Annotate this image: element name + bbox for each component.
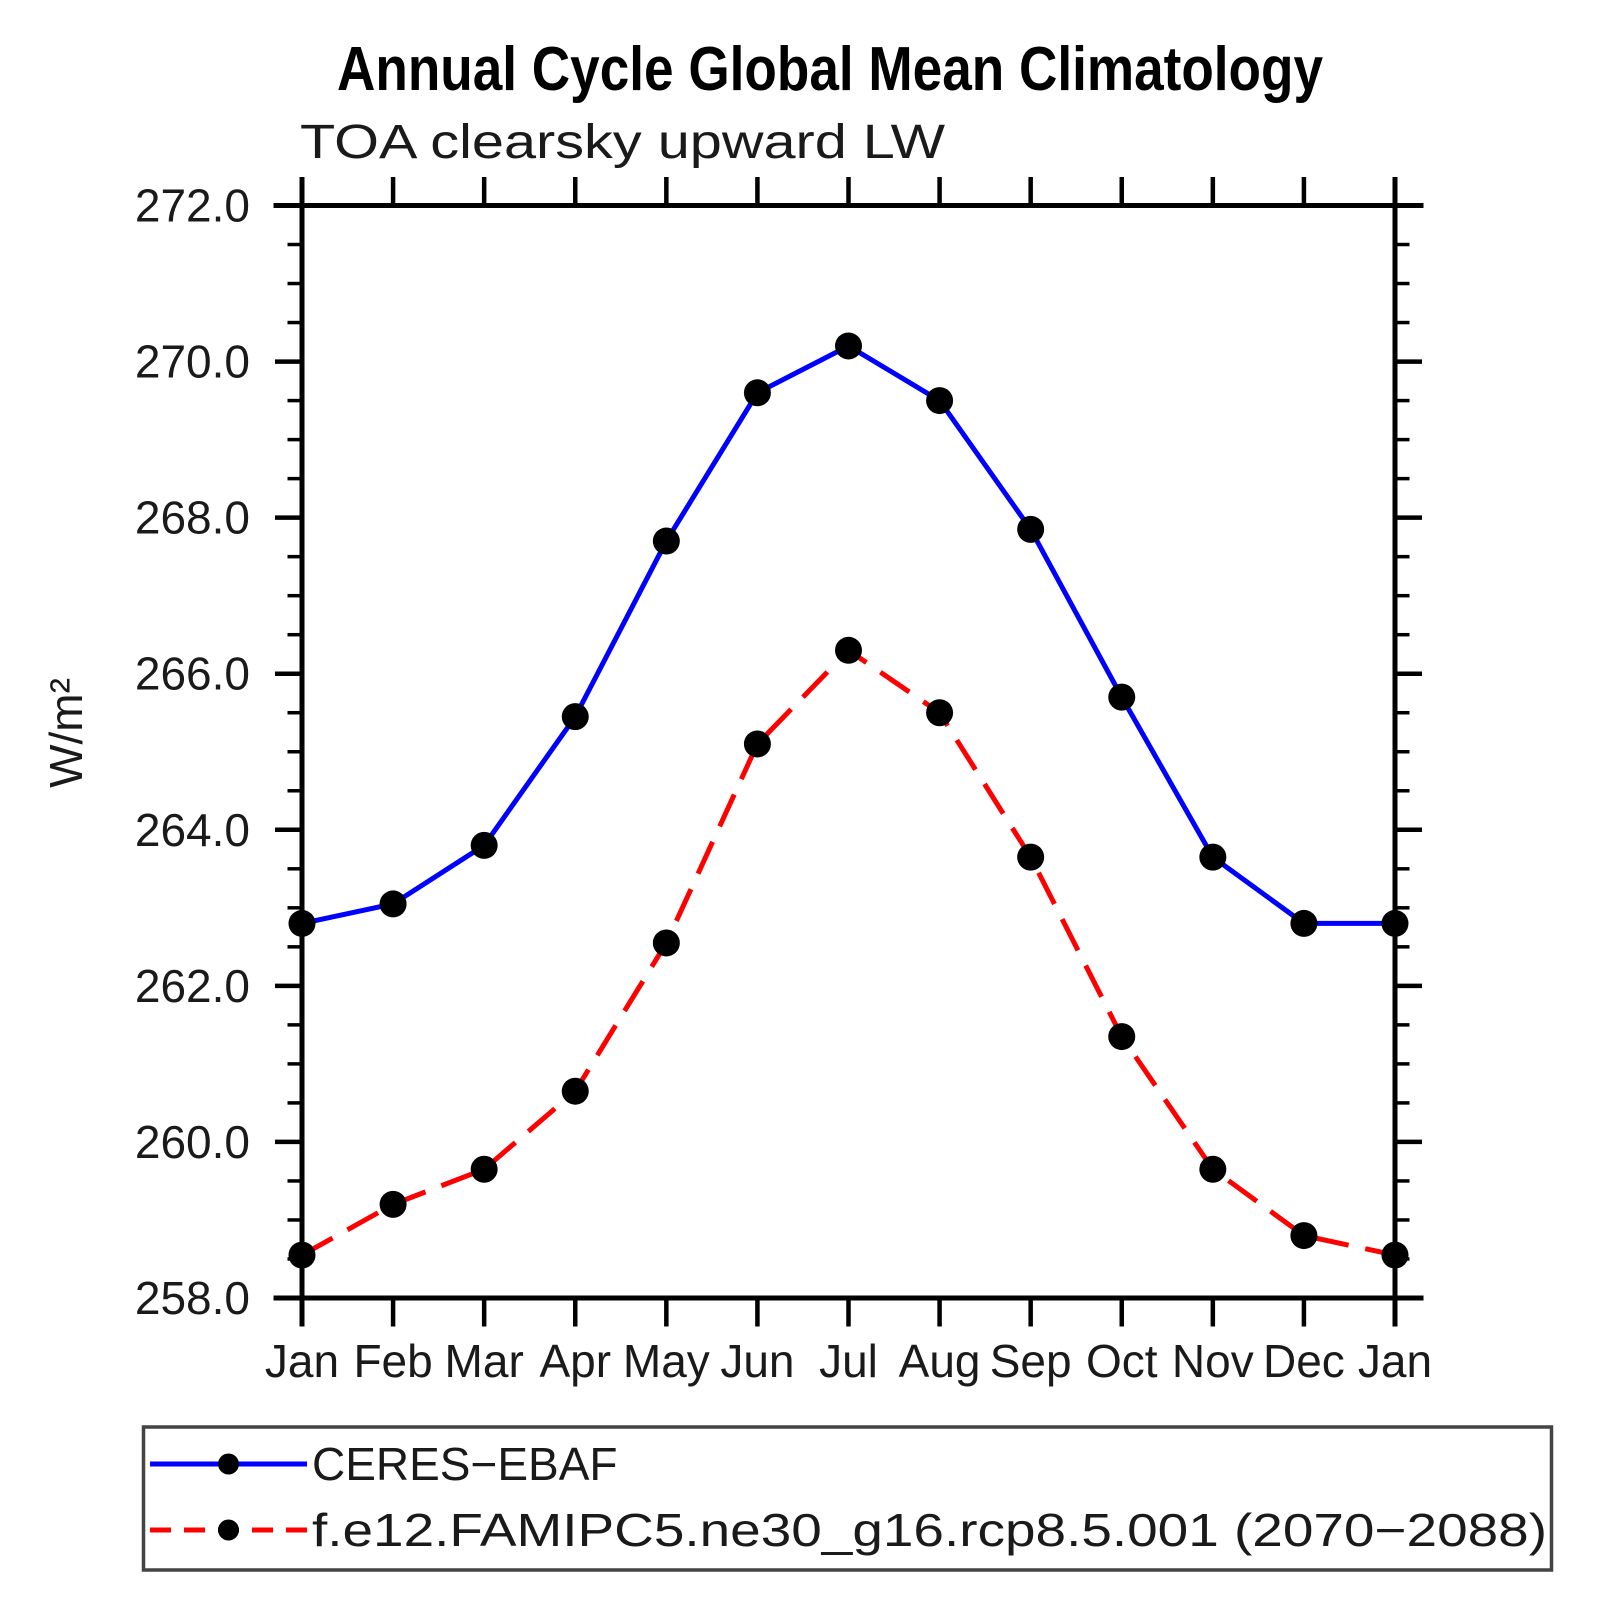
x-tick-label: Mar: [445, 1335, 524, 1387]
data-point-marker: [1108, 1023, 1136, 1051]
data-point-marker: [743, 730, 771, 758]
x-tick-label: Nov: [1172, 1335, 1254, 1387]
x-tick-label: Sep: [990, 1335, 1072, 1387]
y-tick-label: 272.0: [135, 180, 250, 232]
data-point-marker: [379, 890, 407, 918]
data-point-marker: [1381, 909, 1409, 937]
x-tick-label: Feb: [353, 1335, 432, 1387]
data-point-marker: [743, 379, 771, 407]
data-point-marker: [1108, 683, 1136, 711]
chart-subtitle: TOA clearsky upward LW: [300, 116, 946, 169]
data-point-marker: [926, 699, 954, 727]
data-point-marker: [926, 387, 954, 415]
data-point-marker: [1381, 1241, 1409, 1269]
x-tick-label: Aug: [899, 1335, 981, 1387]
data-point-marker: [835, 636, 862, 664]
legend-item: f.e12.FAMIPC5.ne30_g16.rcp8.5.001 (2070−…: [150, 1504, 1547, 1556]
axis-ticks: [275, 177, 1422, 1327]
y-axis-title: W/m²: [40, 678, 92, 788]
y-tick-label: 258.0: [135, 1272, 250, 1324]
legend-label: CERES−EBAF: [312, 1438, 618, 1490]
data-point-marker: [835, 332, 862, 360]
data-point-marker: [652, 929, 680, 957]
y-tick-label: 270.0: [135, 336, 250, 388]
data-point-marker: [288, 1241, 316, 1269]
y-tick-label: 264.0: [135, 804, 250, 856]
x-tick-label: Jul: [819, 1335, 878, 1387]
series-model: [288, 636, 1409, 1269]
legend-marker: [218, 1519, 239, 1541]
x-tick-label: Dec: [1263, 1335, 1345, 1387]
data-point-marker: [1290, 1222, 1318, 1250]
data-point-marker: [1199, 843, 1227, 871]
data-point-marker: [561, 703, 589, 731]
axis-tick-labels: 258.0 260.0 262.0 264.0 266.0 268.0 270.0 272.0…: [135, 180, 1432, 1388]
y-tick-label: 268.0: [135, 492, 250, 544]
x-tick-label: May: [623, 1335, 710, 1387]
x-tick-label: Apr: [539, 1335, 611, 1387]
data-point-marker: [652, 527, 680, 555]
legend-item: CERES−EBAF: [150, 1438, 618, 1490]
data-point-marker: [288, 909, 316, 937]
data-point-marker: [561, 1077, 589, 1105]
data-point-marker: [1199, 1155, 1227, 1183]
legend: CERES−EBAF f.e12.FAMIPC5.ne30_g16.rcp8.5.…: [141, 1425, 1554, 1572]
data-point-marker: [1290, 909, 1318, 937]
data-series: [288, 332, 1409, 1269]
data-point-marker: [379, 1190, 407, 1218]
data-point-marker: [470, 1155, 498, 1183]
data-point-marker: [1017, 515, 1045, 543]
y-tick-label: 260.0: [135, 1116, 250, 1168]
y-tick-label: 266.0: [135, 648, 250, 700]
legend-box: [141, 1425, 1554, 1572]
legend-label: f.e12.FAMIPC5.ne30_g16.rcp8.5.001 (2070−…: [312, 1504, 1547, 1556]
legend-marker: [218, 1453, 239, 1475]
x-tick-label: Jan: [1358, 1335, 1432, 1387]
x-tick-label: Oct: [1086, 1335, 1158, 1387]
data-point-marker: [1017, 843, 1045, 871]
x-tick-label: Jun: [720, 1335, 794, 1387]
series-observation: [288, 332, 1409, 937]
data-point-marker: [470, 831, 498, 859]
chart-title: Annual Cycle Global Mean Climatology: [337, 35, 1323, 104]
y-tick-label: 262.0: [135, 960, 250, 1012]
x-tick-label: Jan: [265, 1335, 339, 1387]
